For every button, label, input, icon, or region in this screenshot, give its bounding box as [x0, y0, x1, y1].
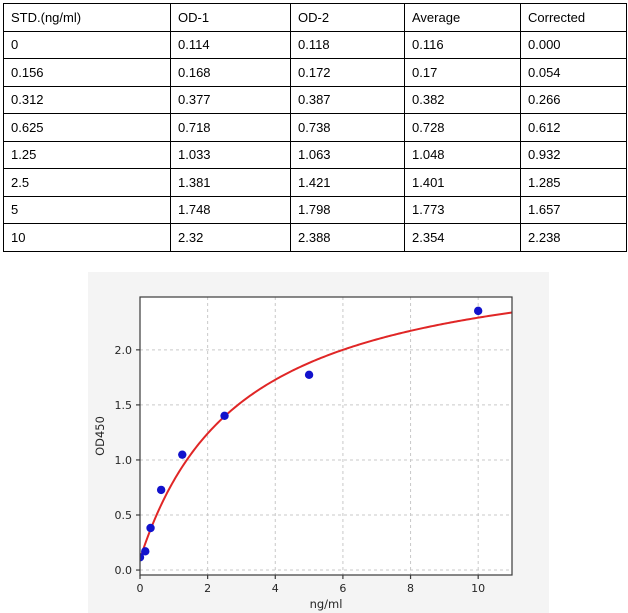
table-cell: 0.266: [520, 85, 627, 114]
table-cell: 2.354: [404, 223, 521, 252]
table-row: 5 1.748 1.798 1.773 1.657: [3, 195, 627, 224]
table-cell: 1.773: [404, 195, 521, 224]
plot-area: [140, 297, 512, 575]
table-cell: 1.381: [170, 168, 291, 197]
column-header: OD-2: [290, 3, 405, 32]
table-cell: 0.116: [404, 30, 521, 59]
x-tick-label: 2: [204, 582, 211, 595]
data-point: [141, 547, 150, 556]
column-header: Corrected: [520, 3, 627, 32]
column-header: Average: [404, 3, 521, 32]
table-cell: 0.382: [404, 85, 521, 114]
y-tick-label: 1.5: [115, 399, 133, 412]
standards-table: STD.(ng/ml) OD-1 OD-2 Average Corrected 0 0.1…: [3, 3, 627, 252]
y-tick-label: 2.0: [115, 344, 133, 357]
x-tick-label: 4: [272, 582, 279, 595]
table-cell: 1.421: [290, 168, 405, 197]
table-cell: 0.168: [170, 58, 291, 87]
axes-border: [139, 296, 513, 576]
table-cell: 1.033: [170, 140, 291, 169]
table-cell: 1.25: [3, 140, 171, 169]
table-row: 1.25 1.033 1.063 1.048 0.932: [3, 140, 627, 169]
data-point: [473, 306, 483, 316]
table-cell: 0.000: [520, 30, 627, 59]
table-cell: 0.054: [520, 58, 627, 87]
table-cell: 0.387: [290, 85, 405, 114]
column-header: OD-1: [170, 3, 291, 32]
table-cell: 10: [3, 223, 171, 252]
table-cell: 0.932: [520, 140, 627, 169]
table-cell: 0.738: [290, 113, 405, 142]
table-row: 10 2.32 2.388 2.354 2.238: [3, 223, 627, 252]
standard-curve-figure: 0 2 4 6 8 10 0.0 0.5 1.0 1.5 2.0 ng/ml OD450: [88, 272, 549, 613]
data-point: [220, 411, 229, 420]
y-tick-label: 0.0: [115, 564, 133, 577]
table-cell: 1.285: [520, 168, 627, 197]
x-tick-label: 8: [407, 582, 414, 595]
table-cell: 1.048: [404, 140, 521, 169]
data-point: [178, 450, 187, 459]
table-cell: 5: [3, 195, 171, 224]
table-cell: 0.612: [520, 113, 627, 142]
standards-table-body: 0 0.114 0.118 0.116 0.000 0.156 0.168 0.172 0.17…: [3, 30, 627, 252]
table-cell: 0.114: [170, 30, 291, 59]
data-point: [156, 485, 166, 495]
table-cell: 1.748: [170, 195, 291, 224]
table-cell: 0.118: [290, 30, 405, 59]
table-cell: 0.312: [3, 85, 171, 114]
table-cell: 2.388: [290, 223, 405, 252]
table-cell: 0.156: [3, 58, 171, 87]
y-tick-label: 1.0: [115, 454, 133, 467]
table-cell: 2.32: [170, 223, 291, 252]
table-cell: 1.401: [404, 168, 521, 197]
table-cell: 2.5: [3, 168, 171, 197]
x-tick-label: 0: [137, 582, 144, 595]
x-axis-label: ng/ml: [310, 597, 343, 611]
y-axis-label: OD450: [93, 416, 107, 456]
standard-curve-chart: 0 2 4 6 8 10 0.0 0.5 1.0 1.5 2.0 ng/ml OD450: [93, 296, 513, 611]
x-tick-label: 6: [339, 582, 346, 595]
table-cell: 0: [3, 30, 171, 59]
table-row: 0.312 0.377 0.387 0.382 0.266: [3, 85, 627, 114]
table-row: 0.156 0.168 0.172 0.17 0.054: [3, 58, 627, 87]
table-row: 2.5 1.381 1.421 1.401 1.285: [3, 168, 627, 197]
column-header: STD.(ng/ml): [3, 3, 171, 32]
y-tick-label: 0.5: [115, 509, 133, 522]
table-cell: 2.238: [520, 223, 627, 252]
table-cell: 0.377: [170, 85, 291, 114]
table-cell: 1.798: [290, 195, 405, 224]
table-cell: 0.728: [404, 113, 521, 142]
table-cell: 1.063: [290, 140, 405, 169]
data-point: [140, 553, 145, 562]
table-cell: 0.625: [3, 113, 171, 142]
data-layer: [140, 306, 512, 562]
table-row: 0 0.114 0.118 0.116 0.000: [3, 30, 627, 59]
header-row: STD.(ng/ml) OD-1 OD-2 Average Corrected: [3, 3, 627, 32]
fit-curve: [140, 311, 512, 561]
table-cell: 0.17: [404, 58, 521, 87]
table-row: 0.625 0.718 0.738 0.728 0.612: [3, 113, 627, 142]
data-point: [146, 523, 155, 533]
data-point: [304, 370, 314, 380]
x-tick-label: 10: [471, 582, 485, 595]
table-cell: 0.172: [290, 58, 405, 87]
standards-table-header: STD.(ng/ml) OD-1 OD-2 Average Corrected: [3, 3, 627, 32]
table-cell: 1.657: [520, 195, 627, 224]
table-cell: 0.718: [170, 113, 291, 142]
